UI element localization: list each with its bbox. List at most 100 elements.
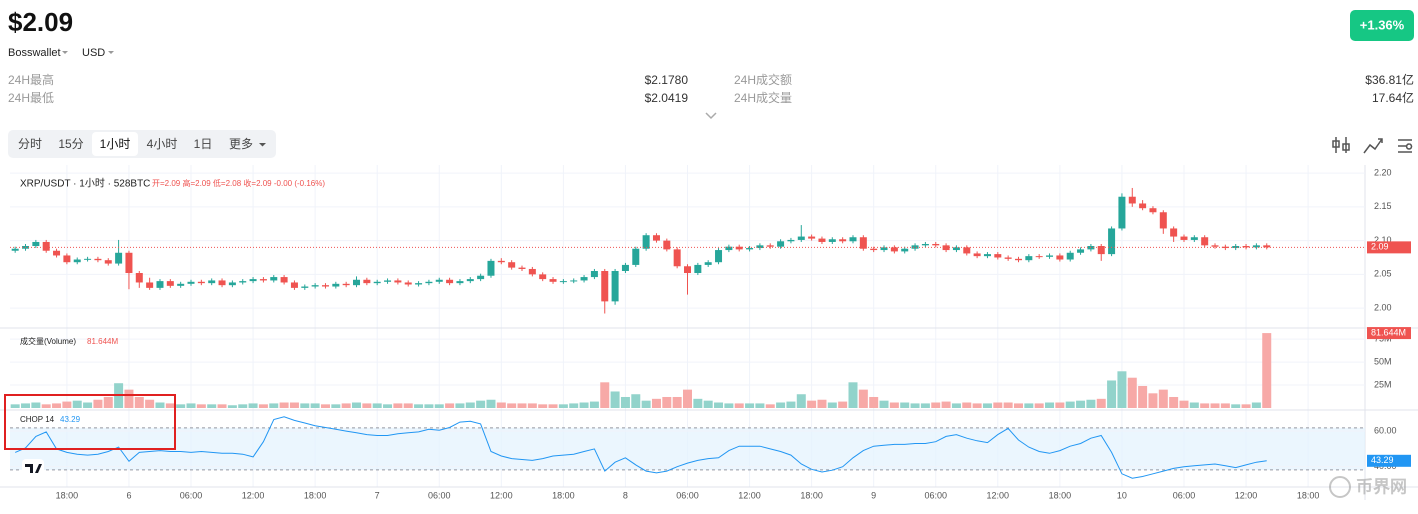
tab[interactable]: 更多 bbox=[229, 137, 253, 151]
volume-bar bbox=[900, 402, 910, 408]
x-tick-label: 7 bbox=[375, 490, 380, 500]
candle-body bbox=[239, 281, 247, 283]
candle-body bbox=[197, 281, 205, 284]
volume-bar bbox=[393, 403, 403, 408]
currency-select[interactable]: USD bbox=[82, 47, 105, 59]
x-tick-label: 8 bbox=[623, 490, 628, 500]
volume-bar bbox=[1189, 402, 1199, 408]
candle-body bbox=[963, 247, 971, 254]
candle-body bbox=[1025, 256, 1033, 261]
x-tick-label: 06:00 bbox=[924, 490, 947, 500]
volume-bar bbox=[1210, 403, 1220, 408]
candle-body bbox=[787, 239, 795, 242]
volume-bar bbox=[31, 402, 41, 408]
candle-body bbox=[11, 248, 19, 251]
candle-body bbox=[446, 279, 454, 284]
candle-body bbox=[146, 282, 154, 288]
settings-icon[interactable] bbox=[1398, 139, 1413, 153]
candle-body bbox=[994, 254, 1002, 258]
candle-body bbox=[797, 236, 805, 240]
volume-bar bbox=[289, 402, 299, 408]
volume-bar bbox=[476, 400, 486, 408]
pane-value: 43.29 bbox=[60, 415, 81, 424]
candle-body bbox=[270, 277, 278, 281]
volume-bar bbox=[341, 403, 351, 408]
volume-bar bbox=[1251, 402, 1261, 408]
volume-bar bbox=[207, 404, 217, 408]
volume-bar bbox=[62, 401, 72, 408]
expand-icon[interactable] bbox=[705, 112, 717, 120]
volume-bar bbox=[155, 402, 165, 408]
candle-body bbox=[487, 260, 495, 276]
candle-body bbox=[1056, 255, 1064, 260]
x-tick-label: 12:00 bbox=[1235, 490, 1258, 500]
account-select[interactable]: Bosswallet bbox=[8, 47, 61, 59]
change-text: +1.36% bbox=[1360, 17, 1405, 32]
candle-body bbox=[818, 238, 826, 242]
volume-bar bbox=[1231, 404, 1241, 408]
stat-value: $2.0419 bbox=[645, 91, 689, 105]
volume-bar bbox=[186, 403, 196, 408]
candle-body bbox=[890, 247, 898, 252]
x-tick-label: 12:00 bbox=[738, 490, 761, 500]
volume-bar bbox=[134, 396, 144, 408]
candle-body bbox=[849, 237, 857, 242]
tab[interactable]: 15分 bbox=[58, 137, 83, 151]
volume-bar bbox=[227, 405, 237, 408]
tab[interactable]: 分时 bbox=[18, 137, 42, 151]
volume-bar bbox=[631, 394, 641, 408]
candle-body bbox=[1242, 246, 1250, 248]
indicator-icon[interactable] bbox=[1363, 138, 1383, 154]
candle-icon[interactable] bbox=[1332, 137, 1350, 153]
volume-bar bbox=[21, 403, 31, 408]
volume-bar bbox=[610, 391, 620, 408]
volume-bar bbox=[124, 389, 134, 408]
volume-bar bbox=[248, 403, 258, 408]
candle-body bbox=[435, 279, 443, 282]
volume-bar bbox=[1179, 400, 1189, 408]
logo-mark bbox=[25, 464, 42, 473]
chop-value-label: 43.29 bbox=[1371, 455, 1394, 465]
candle-body bbox=[42, 241, 50, 251]
volume-bar bbox=[703, 400, 713, 408]
candle-body bbox=[673, 249, 681, 267]
candle-body bbox=[73, 259, 81, 263]
volume-bar bbox=[817, 399, 827, 408]
chop-line bbox=[15, 416, 1267, 479]
volume-bar bbox=[579, 402, 589, 408]
candle-body bbox=[911, 245, 919, 249]
tab[interactable]: 1日 bbox=[194, 137, 213, 151]
candle-body bbox=[663, 240, 671, 250]
toolbar bbox=[1332, 137, 1413, 154]
volume-bar bbox=[486, 399, 496, 408]
candle-body bbox=[1190, 237, 1198, 240]
candle-body bbox=[425, 281, 433, 284]
candle-body bbox=[652, 235, 660, 241]
tab-bar bbox=[8, 130, 276, 158]
tab[interactable]: 1小时 bbox=[100, 137, 131, 151]
volume-bar bbox=[403, 403, 413, 408]
candle-body bbox=[166, 281, 174, 286]
y-tick-label: 2.20 bbox=[1374, 167, 1392, 177]
volume-bar bbox=[745, 403, 755, 408]
volume-bar bbox=[972, 403, 982, 408]
volume-bar bbox=[714, 402, 724, 408]
x-tick-label: 18:00 bbox=[304, 490, 327, 500]
candle-body bbox=[694, 264, 702, 274]
candle-body bbox=[518, 267, 526, 269]
x-tick-label: 12:00 bbox=[490, 490, 513, 500]
volume-bar bbox=[1138, 385, 1148, 408]
volume-bar bbox=[196, 404, 206, 408]
candle-body bbox=[539, 274, 547, 280]
candle-body bbox=[332, 283, 340, 287]
volume-bar bbox=[889, 402, 899, 408]
candle-body bbox=[1118, 196, 1126, 229]
volume-bar bbox=[962, 402, 972, 408]
volume-bar bbox=[331, 404, 341, 408]
x-tick-label: 06:00 bbox=[676, 490, 699, 500]
volume-bar bbox=[620, 396, 630, 408]
x-tick-label: 9 bbox=[871, 490, 876, 500]
tab[interactable]: 4小时 bbox=[147, 137, 178, 151]
